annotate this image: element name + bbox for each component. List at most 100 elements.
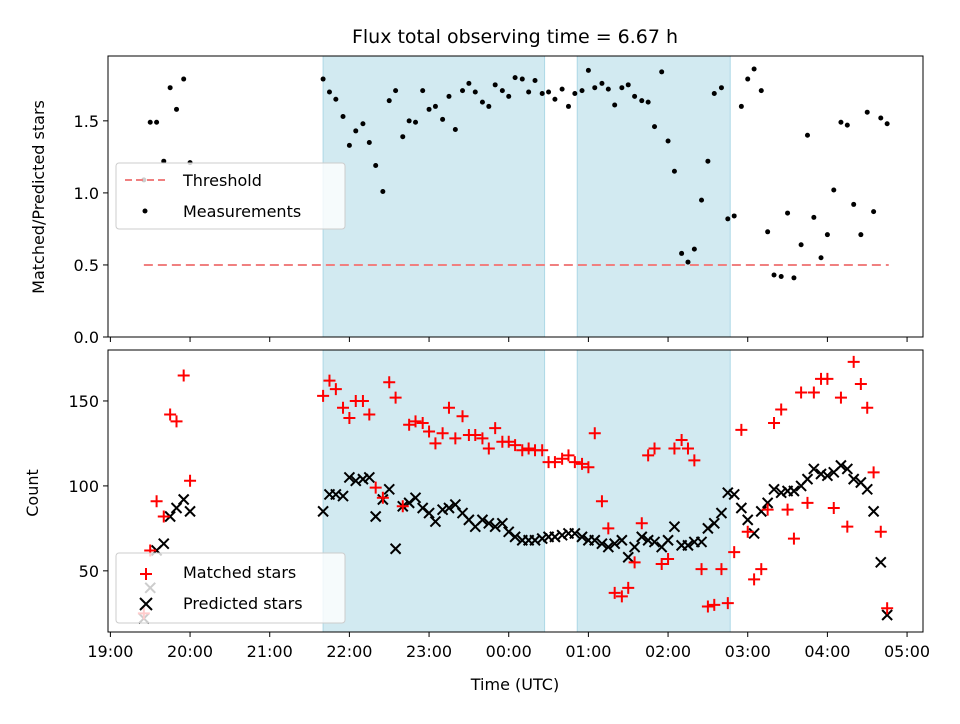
measurement-point bbox=[679, 250, 685, 256]
bottom-y-axis-label: Count bbox=[23, 469, 42, 517]
measurement-point bbox=[579, 88, 585, 94]
predicted-star-point bbox=[616, 534, 628, 546]
matched-star-point bbox=[834, 391, 847, 404]
y-tick-label: 150 bbox=[68, 392, 99, 411]
measurement-point bbox=[619, 85, 625, 91]
measurement-point bbox=[386, 98, 392, 104]
predicted-star-point bbox=[668, 520, 681, 533]
matched-star-point bbox=[615, 590, 628, 603]
predicted-star-point bbox=[443, 502, 455, 514]
matched-star-point bbox=[755, 563, 768, 576]
measurement-point bbox=[526, 89, 532, 95]
matched-star-point bbox=[177, 369, 190, 382]
predicted-star-point bbox=[742, 514, 754, 526]
measurement-point bbox=[831, 187, 837, 193]
matched-star-point bbox=[369, 481, 382, 494]
x-tick-label: 23:00 bbox=[406, 642, 452, 661]
measurement-point bbox=[625, 82, 631, 88]
matched-star-point bbox=[329, 383, 342, 396]
predicted-star-point bbox=[875, 556, 887, 569]
matched-star-point bbox=[642, 449, 655, 462]
measurement-point bbox=[452, 126, 458, 132]
matched-star-point bbox=[568, 456, 581, 469]
predicted-star-point bbox=[708, 517, 720, 529]
measurement-point bbox=[864, 109, 870, 115]
measurement-point bbox=[632, 93, 638, 99]
y-tick-label: 1.5 bbox=[74, 112, 99, 131]
predicted-star-point bbox=[801, 473, 814, 485]
matched-star-point bbox=[562, 449, 575, 462]
predicted-star-point bbox=[622, 551, 634, 563]
matched-star-point bbox=[821, 372, 834, 385]
measurement-point bbox=[878, 115, 884, 121]
measurement-point bbox=[791, 275, 797, 281]
matched-star-point bbox=[867, 466, 880, 479]
matched-star-point bbox=[608, 586, 621, 599]
measurement-point bbox=[652, 124, 658, 130]
measurement-point bbox=[181, 76, 187, 82]
predicted-star-point bbox=[602, 541, 615, 553]
matched-star-point bbox=[170, 415, 183, 428]
measurement-point bbox=[824, 232, 830, 238]
bottom-axes-frame bbox=[107, 349, 924, 633]
measurement-point bbox=[373, 163, 379, 169]
matched-star-point bbox=[323, 374, 336, 387]
matched-star-point bbox=[548, 456, 561, 469]
measurement-point bbox=[838, 119, 844, 125]
predicted-star-point bbox=[735, 502, 748, 514]
predicted-star-point bbox=[369, 510, 382, 523]
shaded-interval bbox=[322, 349, 546, 633]
measurement-point bbox=[751, 66, 757, 72]
matched-star-point bbox=[622, 581, 635, 594]
matched-star-point bbox=[157, 510, 170, 523]
measurement-point bbox=[765, 229, 771, 235]
predicted-star-point bbox=[761, 497, 774, 509]
bottom-legend: Matched stars Predicted stars bbox=[115, 552, 346, 624]
x-tick-label: 05:00 bbox=[884, 642, 930, 661]
predicted-star-point bbox=[608, 537, 621, 550]
measurement-point bbox=[406, 118, 412, 124]
measurement-point bbox=[572, 90, 578, 96]
measurement-point bbox=[440, 116, 446, 122]
measurement-point bbox=[871, 209, 877, 215]
measurement-point bbox=[320, 76, 326, 82]
x-tick-label: 04:00 bbox=[804, 642, 850, 661]
matched-star-point bbox=[741, 525, 754, 538]
measurement-point bbox=[745, 76, 751, 82]
matched-star-point bbox=[854, 377, 867, 390]
measurement-point bbox=[804, 132, 810, 138]
measurement-point bbox=[738, 103, 744, 109]
measurement-point bbox=[705, 158, 711, 164]
matched-star-point bbox=[502, 435, 515, 448]
matched-star-point bbox=[522, 442, 535, 455]
matched-star-point bbox=[602, 522, 615, 535]
x-tick-label: 01:00 bbox=[565, 642, 611, 661]
predicted-star-point bbox=[177, 493, 190, 506]
matched-star-point bbox=[509, 439, 522, 452]
x-tick-label: 00:00 bbox=[486, 642, 532, 661]
predicted-star-point bbox=[755, 505, 767, 518]
matched-star-point bbox=[721, 597, 734, 610]
measurement-point bbox=[565, 103, 571, 109]
matched-star-point bbox=[735, 423, 748, 436]
measurement-point bbox=[506, 93, 512, 99]
legend-measurement-swatch bbox=[142, 208, 148, 214]
matched-star-point bbox=[807, 386, 820, 399]
measurement-point bbox=[472, 89, 478, 95]
predicted-star-point bbox=[158, 537, 170, 550]
predicted-star-point bbox=[476, 514, 489, 526]
matched-star-point bbox=[662, 552, 675, 565]
measurement-point bbox=[432, 103, 438, 109]
x-tick-label: 03:00 bbox=[725, 642, 771, 661]
matched-star-point bbox=[827, 501, 840, 514]
matched-star-point bbox=[655, 558, 668, 571]
matched-star-point bbox=[363, 408, 376, 421]
measurement-point bbox=[539, 90, 545, 96]
matched-star-point bbox=[847, 355, 860, 368]
measurement-point bbox=[326, 89, 332, 95]
measurement-point bbox=[771, 272, 777, 278]
measurement-point bbox=[612, 102, 618, 108]
measurement-point bbox=[858, 232, 864, 238]
measurement-point bbox=[685, 259, 691, 265]
